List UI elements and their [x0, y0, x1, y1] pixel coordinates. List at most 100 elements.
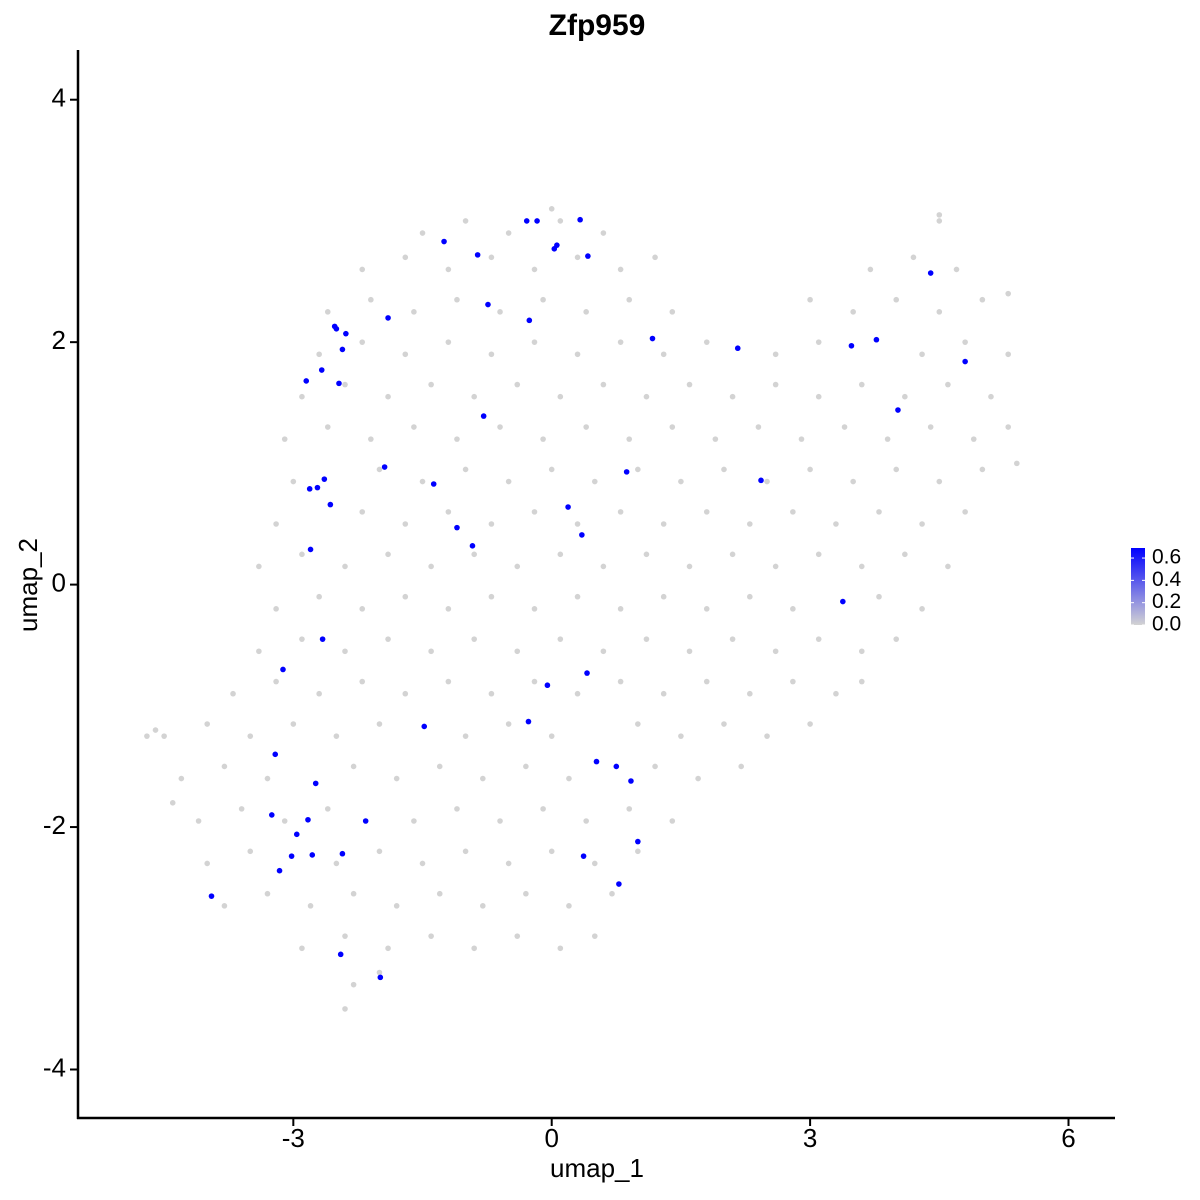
point: [321, 476, 328, 482]
point: [841, 424, 848, 430]
point: [276, 867, 283, 874]
point: [471, 393, 477, 400]
point: [342, 648, 348, 655]
point: [309, 852, 316, 858]
point: [221, 763, 228, 770]
y-tick-label: -2: [43, 810, 66, 840]
point: [609, 890, 615, 897]
point: [623, 469, 630, 475]
point: [755, 424, 762, 430]
point: [764, 478, 770, 485]
x-tick-label: -3: [282, 1123, 305, 1153]
point: [643, 551, 650, 558]
point: [471, 945, 477, 952]
point: [591, 478, 598, 485]
point: [1014, 460, 1020, 467]
point: [445, 509, 452, 515]
point: [299, 945, 305, 952]
point: [471, 551, 477, 558]
point: [327, 501, 334, 508]
point: [272, 751, 279, 758]
point: [565, 504, 571, 510]
point: [876, 509, 882, 515]
point: [377, 974, 384, 981]
point: [350, 981, 357, 988]
point: [238, 806, 245, 812]
point: [531, 339, 538, 345]
point: [402, 521, 409, 527]
point: [359, 509, 366, 515]
point: [488, 690, 495, 697]
point: [583, 309, 589, 315]
point: [428, 563, 434, 570]
point: [807, 721, 813, 727]
point: [660, 690, 667, 697]
point: [428, 381, 434, 388]
point: [566, 775, 572, 782]
point: [273, 521, 279, 527]
point: [488, 521, 495, 527]
point: [350, 763, 357, 770]
point: [544, 682, 551, 689]
point: [411, 424, 417, 430]
point: [324, 806, 331, 812]
point: [288, 853, 295, 859]
point: [884, 436, 891, 442]
point: [339, 850, 346, 857]
point: [531, 606, 538, 612]
point: [290, 478, 297, 485]
point: [600, 563, 607, 570]
point: [850, 478, 856, 485]
point: [815, 551, 822, 558]
point: [333, 733, 340, 739]
point: [747, 521, 753, 527]
point: [333, 860, 340, 867]
point: [548, 206, 555, 212]
point: [850, 309, 856, 315]
point: [626, 436, 633, 442]
y-axis-label: umap_2: [13, 538, 43, 632]
x-tick-label: 6: [1061, 1123, 1075, 1153]
point: [208, 893, 215, 899]
point: [678, 478, 684, 485]
point: [643, 393, 650, 400]
point: [247, 733, 254, 739]
point: [337, 951, 344, 958]
point: [927, 270, 934, 276]
point: [617, 339, 624, 345]
point: [525, 718, 532, 725]
point: [385, 315, 391, 321]
point: [385, 551, 391, 558]
point: [368, 296, 374, 303]
colorbar-tick-label: 0.2: [1152, 590, 1181, 613]
point: [945, 563, 951, 570]
point: [402, 351, 409, 358]
points: [144, 206, 1020, 1012]
point: [445, 339, 452, 345]
point: [362, 818, 369, 824]
point: [359, 678, 366, 685]
point: [574, 521, 581, 527]
point: [686, 563, 693, 570]
point: [385, 636, 391, 642]
point: [488, 254, 495, 261]
point: [815, 393, 822, 400]
point: [428, 933, 434, 939]
point: [798, 436, 805, 442]
point: [462, 466, 469, 473]
point: [469, 543, 476, 549]
point: [316, 351, 322, 358]
point: [848, 342, 855, 349]
point: [342, 933, 348, 939]
point: [790, 509, 796, 515]
point: [393, 775, 400, 782]
point: [557, 636, 564, 642]
point: [339, 346, 346, 353]
point: [488, 351, 495, 358]
point: [531, 678, 538, 685]
point: [895, 407, 901, 413]
point: [953, 266, 960, 273]
point: [333, 326, 340, 332]
point: [169, 800, 176, 806]
y-tick-label: -4: [43, 1052, 66, 1082]
